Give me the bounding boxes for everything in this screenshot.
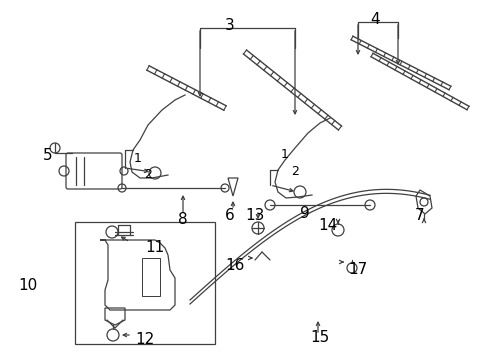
Bar bbox=[142, 258, 160, 296]
Text: 16: 16 bbox=[225, 258, 244, 273]
Text: 1: 1 bbox=[134, 152, 142, 165]
Text: 5: 5 bbox=[43, 148, 53, 163]
Text: 10: 10 bbox=[19, 278, 38, 293]
Text: 15: 15 bbox=[310, 330, 329, 345]
Text: 4: 4 bbox=[369, 12, 379, 27]
Text: 11: 11 bbox=[145, 240, 164, 255]
Text: 9: 9 bbox=[300, 206, 309, 221]
Text: 14: 14 bbox=[318, 218, 337, 233]
Text: 8: 8 bbox=[178, 212, 187, 227]
Text: 7: 7 bbox=[414, 208, 424, 223]
Text: 17: 17 bbox=[347, 262, 367, 277]
Text: 2: 2 bbox=[290, 165, 298, 178]
Bar bbox=[75, 222, 215, 344]
Text: 12: 12 bbox=[135, 332, 154, 347]
Text: 2: 2 bbox=[144, 168, 152, 181]
Text: 1: 1 bbox=[281, 148, 288, 161]
Text: 6: 6 bbox=[224, 208, 234, 223]
Text: 13: 13 bbox=[245, 208, 264, 223]
Text: 3: 3 bbox=[224, 18, 234, 33]
